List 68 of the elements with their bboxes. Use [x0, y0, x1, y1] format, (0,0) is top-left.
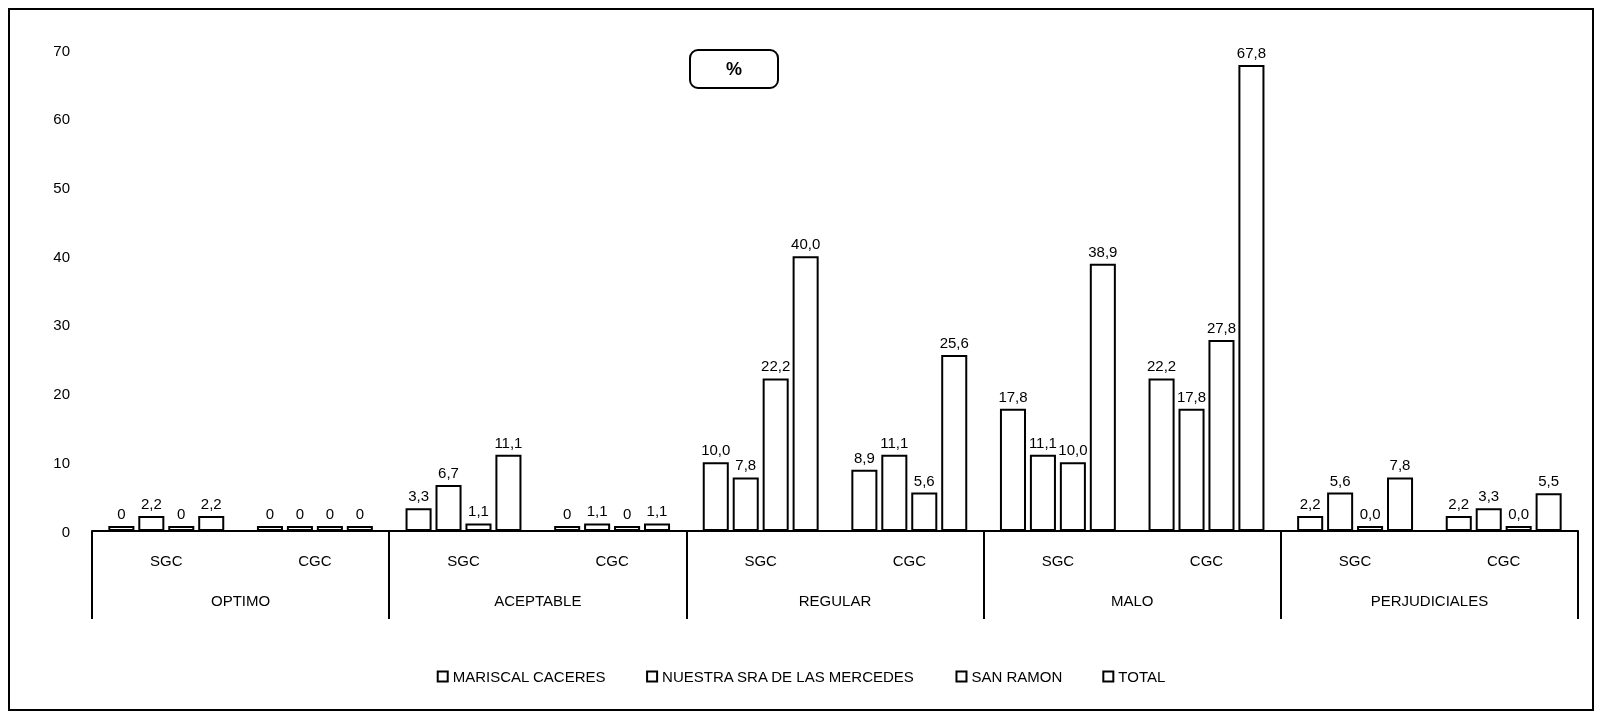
text: OPTIMO [211, 592, 271, 609]
x-tick-label: SGC [150, 552, 183, 569]
data-label: 67,8 [1236, 44, 1267, 62]
y-tick-label: 70 [53, 41, 70, 59]
text: PERJUDICIALES [1370, 592, 1489, 609]
data-label: 7,8 [1389, 456, 1411, 474]
x-tick-label: CGC [1189, 552, 1224, 569]
data-label: 5,6 [1329, 471, 1351, 489]
data-label: 27,8 [1206, 318, 1237, 336]
data-label: 0 [563, 505, 572, 522]
data-label: 0,0 [1359, 505, 1381, 522]
data-label: 5,5 [1538, 472, 1560, 490]
data-label: 11,1 [1028, 433, 1057, 451]
x-tick-label: SGC [1041, 552, 1075, 569]
data-label: 0,0 [1508, 505, 1530, 522]
data-label: 17,8 [998, 387, 1028, 405]
data-label: 0 [622, 505, 632, 522]
y-tick-label: 30 [53, 316, 70, 334]
data-label: 11,1 [880, 433, 909, 451]
data-label: 40,0 [791, 235, 821, 253]
data-label: 0 [295, 505, 305, 522]
data-label: 0 [265, 505, 275, 522]
data-label: 1,1 [586, 502, 608, 520]
data-label: 10,0 [1058, 441, 1088, 459]
x-tick-label: CGC [1487, 552, 1521, 569]
x-tick-label: CGC [298, 552, 332, 569]
data-label: 5,6 [913, 471, 935, 489]
data-label: 2,2 [200, 494, 222, 512]
data-label: 22,2 [1146, 357, 1177, 375]
legend-label: SAN RAMON [971, 668, 1063, 685]
text: ACEPTABLE [494, 592, 582, 609]
data-label: 1,1 [468, 502, 489, 520]
x-tick-label: SGC [744, 552, 778, 569]
text: REGULAR [798, 592, 872, 609]
legend-label: NUESTRA SRA DE LAS MERCEDES [662, 668, 914, 685]
data-label: 3,3 [408, 487, 429, 505]
data-label: 2,2 [140, 494, 162, 512]
data-label: 0 [355, 505, 364, 522]
data-label: 0 [177, 505, 186, 522]
legend-label: MARISCAL CACERES [452, 668, 606, 685]
x-tick-label: SGC [447, 552, 480, 569]
x-tick-label: SGC [1338, 552, 1372, 569]
data-label: 38,9 [1088, 242, 1118, 260]
y-tick-label: 50 [53, 178, 70, 196]
data-label: 3,3 [1478, 487, 1500, 505]
y-tick-label: 60 [53, 110, 70, 128]
data-label: 0 [117, 505, 126, 522]
data-label: 1,1 [646, 502, 668, 520]
data-label: 6,7 [438, 463, 459, 481]
y-tick-label: 0 [61, 522, 70, 540]
data-label: 7,8 [735, 456, 757, 474]
data-label: 2,2 [1299, 494, 1321, 512]
legend-label: TOTAL [1118, 668, 1166, 685]
data-label: 10,0 [701, 441, 731, 459]
text: % [726, 59, 743, 79]
x-tick-label: CGC [892, 552, 927, 569]
text: MALO [1110, 592, 1154, 609]
y-tick-label: 40 [53, 247, 70, 265]
data-label: 2,2 [1448, 494, 1470, 512]
data-label: 8,9 [853, 448, 875, 466]
y-tick-label: 20 [53, 385, 70, 403]
x-tick-label: CGC [595, 552, 629, 569]
data-label: 11,1 [494, 433, 523, 451]
data-label: 17,8 [1176, 387, 1207, 405]
y-tick-label: 10 [53, 453, 70, 471]
data-label: 22,2 [761, 357, 791, 375]
data-label: 0 [325, 505, 335, 522]
data-label: 25,6 [939, 334, 969, 352]
